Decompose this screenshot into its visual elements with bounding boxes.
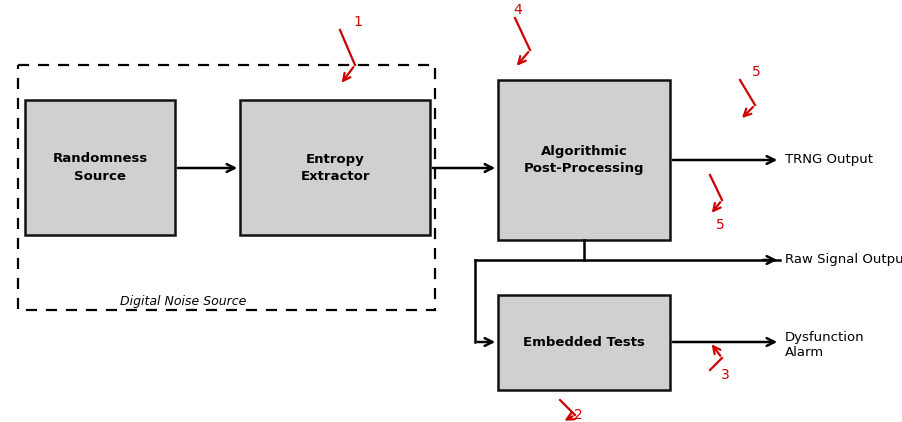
Bar	[240, 100, 430, 235]
Bar	[18, 65, 435, 310]
Text: Algorithmic
Post-Processing: Algorithmic Post-Processing	[524, 145, 644, 175]
Text: 1: 1	[354, 15, 363, 29]
Bar	[498, 80, 670, 240]
Text: TRNG Output: TRNG Output	[785, 154, 873, 167]
Text: 5: 5	[751, 65, 760, 79]
Text: 4: 4	[513, 3, 522, 17]
Text: Randomness
Source: Randomness Source	[52, 152, 148, 182]
Text: 3: 3	[721, 368, 730, 382]
Text: Dysfunction
Alarm: Dysfunction Alarm	[785, 331, 865, 359]
Bar	[498, 295, 670, 390]
Text: 2: 2	[574, 408, 583, 422]
Text: Digital Noise Source: Digital Noise Source	[120, 295, 246, 308]
Bar	[25, 100, 175, 235]
Text: Raw Signal Output: Raw Signal Output	[785, 254, 902, 267]
Text: 5: 5	[715, 218, 724, 232]
Text: Entropy
Extractor: Entropy Extractor	[300, 152, 370, 182]
Text: Embedded Tests: Embedded Tests	[523, 336, 645, 349]
